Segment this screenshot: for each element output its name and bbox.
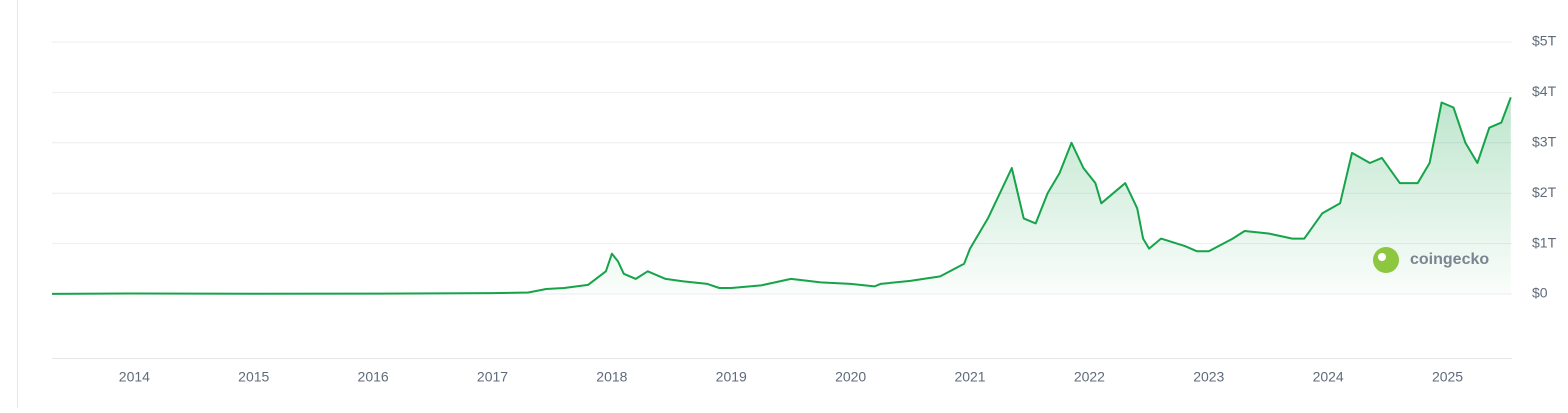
x-tick-label: 2020 bbox=[835, 369, 866, 385]
y-tick-label: $5T bbox=[1532, 33, 1557, 49]
y-tick-label: $3T bbox=[1532, 134, 1557, 150]
watermark-logo bbox=[1373, 247, 1399, 273]
watermark-logo-eye bbox=[1378, 253, 1386, 261]
x-tick-label: 2025 bbox=[1432, 369, 1463, 385]
y-tick-label: $4T bbox=[1532, 83, 1557, 99]
y-tick-label: $2T bbox=[1532, 184, 1557, 200]
x-tick-label: 2018 bbox=[596, 369, 627, 385]
watermark-text: coingecko bbox=[1410, 251, 1489, 268]
x-tick-label: 2023 bbox=[1193, 369, 1224, 385]
x-tick-label: 2019 bbox=[716, 369, 747, 385]
x-tick-label: 2016 bbox=[358, 369, 389, 385]
x-tick-label: 2014 bbox=[119, 369, 150, 385]
area bbox=[52, 97, 1511, 295]
x-tick-label: 2017 bbox=[477, 369, 508, 385]
x-tick-label: 2021 bbox=[954, 369, 985, 385]
line bbox=[51, 97, 1512, 295]
y-tick-label: $1T bbox=[1532, 234, 1557, 250]
watermark: coingecko bbox=[1373, 247, 1489, 273]
x-tick-label: 2015 bbox=[238, 369, 269, 385]
x-tick-label: 2024 bbox=[1313, 369, 1344, 385]
y-tick-label: $0 bbox=[1532, 285, 1548, 301]
x-tick-label: 2022 bbox=[1074, 369, 1105, 385]
